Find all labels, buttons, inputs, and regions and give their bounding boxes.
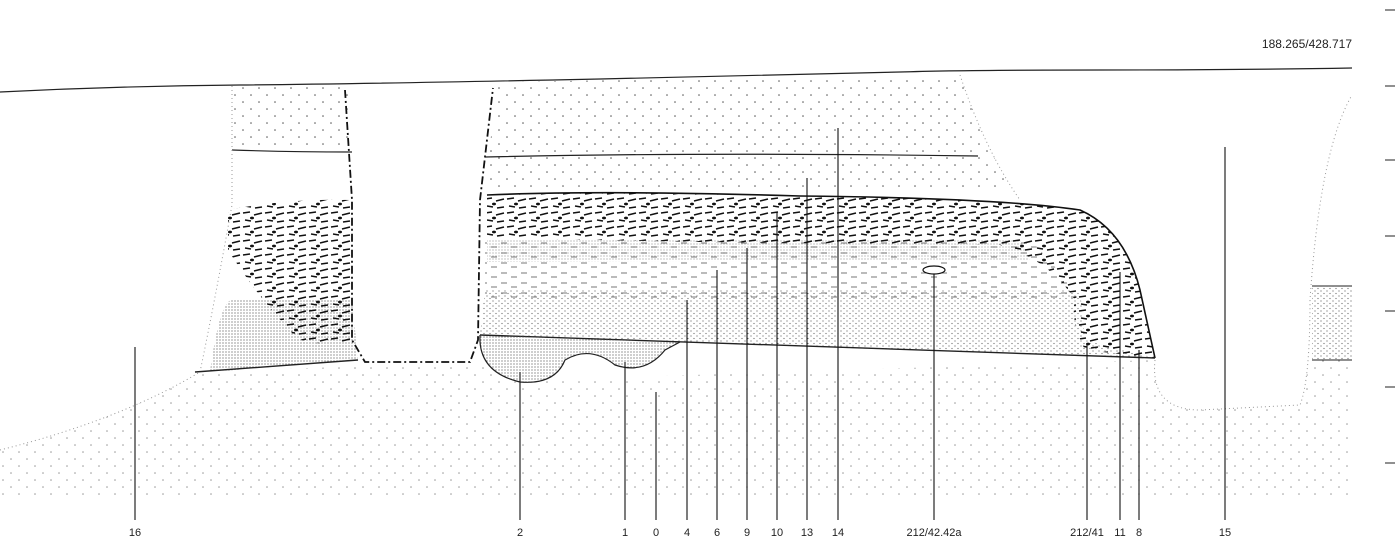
- drawing: [0, 9, 1395, 500]
- sample-label: 6: [714, 527, 720, 539]
- sample-label: 9: [744, 527, 750, 539]
- sample-label: 2: [517, 527, 523, 539]
- sample-label: 16: [129, 527, 141, 539]
- sample-label: 11: [1114, 527, 1125, 539]
- sample-label: 10: [771, 527, 783, 539]
- sample-label: 0: [653, 527, 659, 539]
- sample-label: 8: [1136, 527, 1142, 539]
- sample-label: 212/42.42a: [906, 527, 962, 539]
- sample-label: 15: [1219, 527, 1231, 539]
- sample-label: 4: [684, 527, 690, 539]
- sample-label: 13: [801, 527, 813, 539]
- sample-label: 1: [622, 527, 628, 539]
- sample-labels: 16 2 1 0 4 6 9 10 13 14 212/42.42a 212/41 11 8 15: [129, 128, 1231, 539]
- coordinate-label: 188.265/428.717: [1262, 37, 1352, 51]
- sample-label: 212/41: [1070, 527, 1104, 539]
- sample-label: 14: [832, 527, 844, 539]
